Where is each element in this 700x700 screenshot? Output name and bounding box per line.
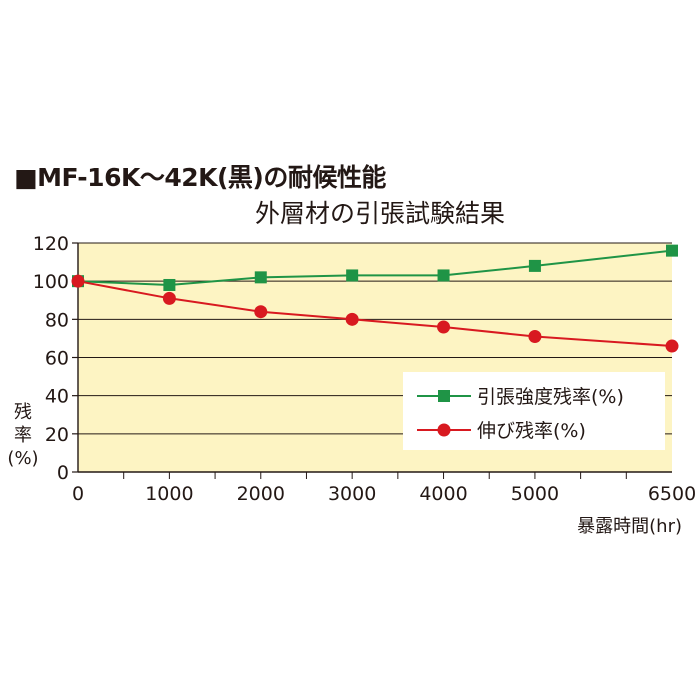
x-tick-label: 6500 xyxy=(648,483,696,505)
x-tick-label: 5000 xyxy=(511,483,559,505)
y-axis-title: 残 xyxy=(14,402,32,423)
x-tick-label: 2000 xyxy=(237,483,285,505)
data-point-square xyxy=(528,259,541,272)
data-point-square xyxy=(666,244,678,257)
data-point-square xyxy=(346,269,359,282)
data-point-circle xyxy=(345,312,359,326)
x-tick-label: 3000 xyxy=(328,483,376,505)
legend-marker-circle xyxy=(437,423,451,437)
data-point-square xyxy=(254,271,267,284)
chart-heading: ■MF-16K～42K(黒)の耐候性能 xyxy=(14,163,386,192)
legend-marker-square xyxy=(438,390,450,402)
y-tick-label: 80 xyxy=(45,309,69,331)
x-tick-label: 0 xyxy=(72,483,84,505)
data-point-circle xyxy=(437,320,451,334)
data-point-square xyxy=(437,269,450,282)
data-point-circle xyxy=(71,274,85,288)
y-tick-label: 40 xyxy=(45,386,69,408)
y-axis-title: 率 xyxy=(14,425,32,446)
data-point-circle xyxy=(254,305,268,319)
y-tick-label: 60 xyxy=(45,348,69,370)
y-tick-label: 0 xyxy=(57,462,69,484)
y-axis-title: (%) xyxy=(7,448,38,469)
x-tick-label: 4000 xyxy=(419,483,467,505)
chart-title: 外層材の引張試験結果 xyxy=(254,199,505,228)
x-tick-label: 1000 xyxy=(145,483,193,505)
legend-label: 伸び残率(%) xyxy=(477,420,586,442)
legend-label: 引張強度残率(%) xyxy=(477,386,624,408)
data-point-square xyxy=(163,278,176,291)
data-point-circle xyxy=(528,330,542,344)
legend-box xyxy=(403,372,665,450)
y-tick-label: 100 xyxy=(33,271,69,293)
y-tick-label: 120 xyxy=(33,233,69,255)
y-tick-label: 20 xyxy=(45,424,69,446)
data-point-circle xyxy=(665,339,679,353)
data-point-circle xyxy=(162,291,176,305)
x-axis-title: 暴露時間(hr) xyxy=(577,516,682,537)
